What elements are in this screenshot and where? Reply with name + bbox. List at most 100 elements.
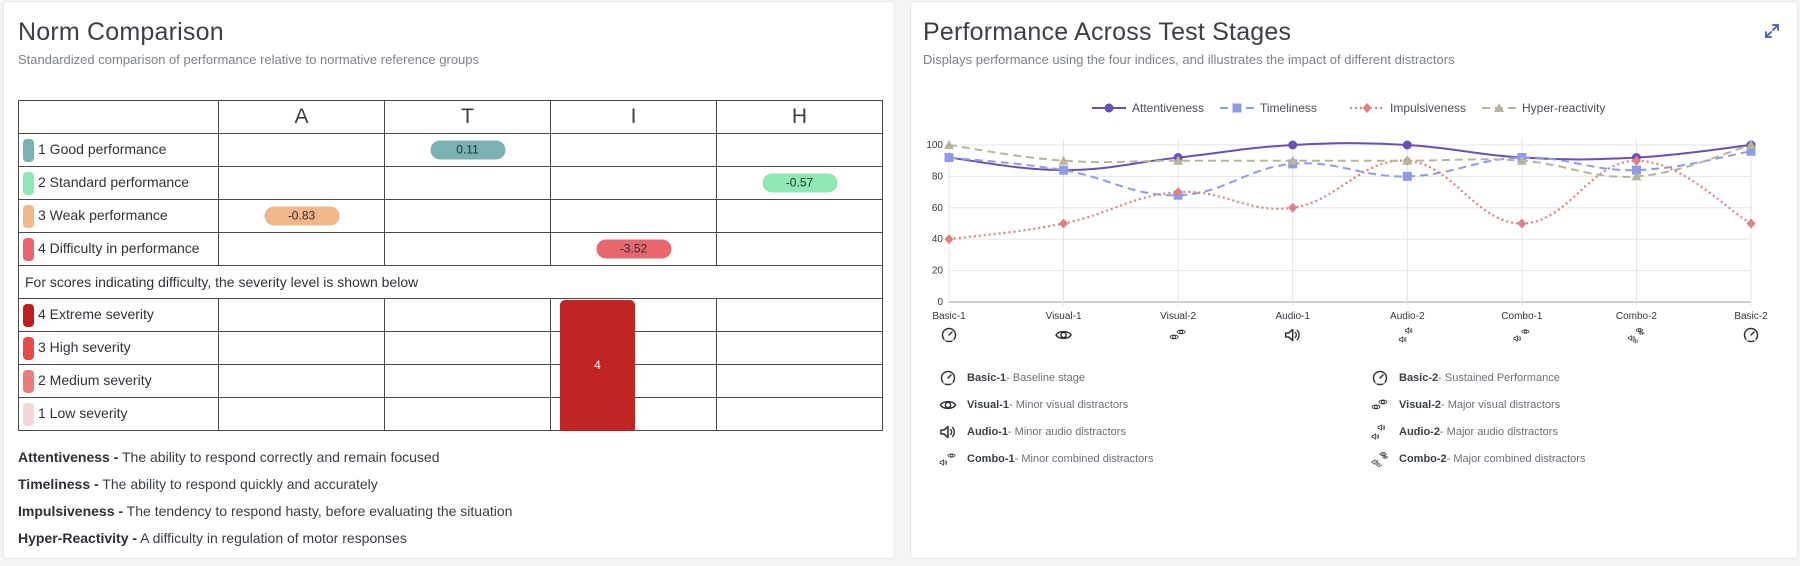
combo-icon xyxy=(1513,329,1530,342)
severity-cell xyxy=(716,331,883,365)
speaker-icon xyxy=(1284,328,1300,342)
severity-note: For scores indicating difficulty, the se… xyxy=(18,265,883,299)
severity-cell xyxy=(384,331,551,365)
performance-stages-card: Performance Across Test Stages Displays … xyxy=(910,1,1798,559)
stage-legend-right: Basic-2 - Sustained Performance Visual-2 … xyxy=(1371,364,1585,472)
performance-label-text: 1 Good performance xyxy=(38,140,167,157)
severity-cell xyxy=(384,364,551,398)
data-point xyxy=(1517,218,1527,229)
column-header-h: H xyxy=(716,100,883,134)
eyes-icon xyxy=(1371,396,1391,414)
legend-label: Attentiveness xyxy=(1132,101,1204,115)
y-tick-label: 100 xyxy=(926,140,943,151)
data-point xyxy=(1402,171,1412,181)
norm-table: A T I H 1 Good performance 0.11 2 Standard… xyxy=(18,100,883,431)
performance-label-text: 3 Weak performance xyxy=(38,206,168,223)
score-cell xyxy=(716,199,883,233)
definition-text: The ability to respond correctly and rem… xyxy=(118,449,440,465)
severity-label-text: 4 Extreme severity xyxy=(38,305,154,322)
y-tick-label: 20 xyxy=(932,266,944,277)
eyes-icon xyxy=(1169,329,1186,340)
stage-description: - Minor combined distractors xyxy=(1014,452,1154,465)
speakers-icon xyxy=(1398,327,1413,343)
column-header-a: A xyxy=(218,100,385,134)
data-point xyxy=(1059,218,1069,229)
score-cell: -0.83 xyxy=(218,199,385,233)
gauge-icon xyxy=(1371,369,1391,387)
performance-row-label: 4 Difficulty in performance xyxy=(18,232,219,266)
stage-legend-item: Combo-2 - Major combined distractors xyxy=(1371,445,1585,472)
stage-legend-item: Basic-1 - Baseline stage xyxy=(939,364,1153,391)
data-point xyxy=(1173,155,1184,165)
severity-cell xyxy=(384,298,551,332)
score-cell xyxy=(550,133,717,167)
legend-label: Hyper-reactivity xyxy=(1522,101,1605,115)
severity-cell xyxy=(218,364,385,398)
definition-term: Attentiveness - xyxy=(18,449,119,465)
data-point xyxy=(1173,187,1183,198)
data-point xyxy=(1746,146,1756,156)
score-cell: -3.52 xyxy=(550,232,717,266)
stage-description: - Major visual distractors xyxy=(1441,398,1561,411)
severity-label-text: 2 Medium severity xyxy=(38,371,152,388)
severity-color-swatch xyxy=(23,369,34,393)
data-point xyxy=(1746,140,1756,149)
performance-row-label: 3 Weak performance xyxy=(18,199,219,233)
eye-icon xyxy=(939,396,959,414)
severity-color-swatch xyxy=(23,336,34,360)
stage-legend-item: Combo-1 - Minor combined distractors xyxy=(939,445,1153,472)
data-point xyxy=(1402,140,1412,150)
stage-name: Combo-2 xyxy=(1399,452,1447,465)
speaker-icon xyxy=(939,423,959,441)
performance-row: 1 Good performance 0.11 xyxy=(18,133,883,167)
severity-row-label: 2 Medium severity xyxy=(18,364,219,398)
stage-legend-item: Audio-2 - Major audio distractors xyxy=(1371,418,1585,445)
expand-icon[interactable] xyxy=(1763,22,1781,40)
severity-cell xyxy=(716,298,883,332)
severity-label-text: 1 Low severity xyxy=(38,404,128,421)
combos-icon xyxy=(1371,450,1391,468)
performance-row: 2 Standard performance -0.57 xyxy=(18,166,883,200)
score-cell: -0.57 xyxy=(716,166,883,200)
data-point xyxy=(1058,155,1069,165)
performance-color-swatch xyxy=(23,237,34,261)
data-point xyxy=(1059,165,1069,175)
severity-color-swatch xyxy=(23,402,34,426)
y-tick-label: 40 xyxy=(932,234,944,245)
gauge-icon xyxy=(1743,327,1759,343)
definition-term: Timeliness - xyxy=(18,476,99,492)
score-cell xyxy=(384,199,551,233)
column-header-t: T xyxy=(384,100,551,134)
legend-marker xyxy=(1362,103,1372,113)
score-pill: 0.11 xyxy=(430,140,505,160)
score-cell xyxy=(550,166,717,200)
x-tick-label: Audio-2 xyxy=(1390,311,1425,322)
stage-description: - Minor audio distractors xyxy=(1007,425,1126,438)
severity-row-label: 3 High severity xyxy=(18,331,219,365)
norm-table-corner xyxy=(18,100,219,134)
data-point xyxy=(1631,171,1642,181)
stage-legend-item: Visual-2 - Major visual distractors xyxy=(1371,391,1585,418)
legend-label: Timeliness xyxy=(1260,101,1317,115)
series-line-attentiveness xyxy=(948,142,1752,172)
data-point xyxy=(944,140,954,149)
norm-comparison-subtitle: Standardized comparison of performance r… xyxy=(18,52,480,67)
severity-cell xyxy=(218,397,385,431)
data-point xyxy=(1746,218,1756,229)
data-point xyxy=(1402,155,1413,165)
definition-item: Hyper-Reactivity - A difficulty in regul… xyxy=(18,529,512,556)
data-point xyxy=(1288,202,1298,213)
score-cell xyxy=(218,232,385,266)
x-tick-label: Audio-1 xyxy=(1275,311,1310,322)
definition-term: Hyper-Reactivity - xyxy=(18,530,138,546)
severity-note-row: For scores indicating difficulty, the se… xyxy=(18,265,883,299)
severity-cell: 4 xyxy=(550,298,717,431)
stage-name: Visual-1 xyxy=(967,398,1009,411)
performance-row-label: 1 Good performance xyxy=(18,133,219,167)
severity-row: 3 High severity xyxy=(18,331,883,365)
legend-marker xyxy=(1494,103,1504,112)
stage-description: - Sustained Performance xyxy=(1438,371,1560,384)
x-tick-label: Combo-1 xyxy=(1501,311,1543,322)
severity-label-text: 3 High severity xyxy=(38,338,131,355)
combos-icon xyxy=(1627,328,1645,344)
